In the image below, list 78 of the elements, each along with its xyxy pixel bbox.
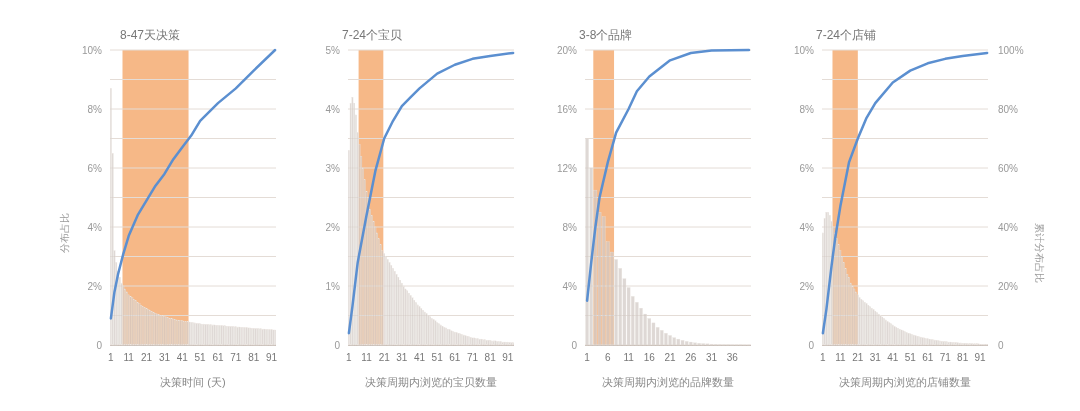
y-tick-label: 2% [87, 281, 103, 292]
x-axis-title: 决策周期内浏览的宝贝数量 [365, 376, 497, 388]
x-tick-label: 81 [484, 352, 497, 363]
y-tick-label: 12% [556, 163, 578, 174]
y-axis-title: 分布占比 [59, 212, 70, 253]
y2-tick-label: 40% [998, 222, 1019, 233]
y-tick-label: 0 [808, 340, 815, 351]
x-tick-label: 11 [835, 352, 846, 363]
x-tick-label: 1 [820, 352, 827, 363]
y-tick-label: 8% [562, 222, 578, 233]
x-tick-label: 31 [869, 352, 882, 363]
x-tick-label: 21 [141, 352, 153, 363]
y-tick-label: 4% [562, 281, 578, 292]
y-tick-label: 0 [571, 340, 578, 351]
x-tick-label: 71 [466, 352, 479, 363]
x-tick-label: 41 [413, 352, 426, 363]
x-axis-title: 决策时间 (天) [160, 376, 226, 388]
x-tick-label: 1 [108, 352, 115, 363]
y-tick-label: 4% [325, 104, 341, 115]
y-tick-label: 20% [556, 45, 578, 56]
y-tick-label: 4% [87, 222, 103, 233]
x-tick-label: 61 [449, 352, 461, 363]
x-tick-label: 1 [584, 352, 591, 363]
x-tick-label: 31 [706, 352, 718, 363]
y-tick-label: 2% [799, 281, 815, 292]
x-tick-label: 21 [378, 352, 391, 363]
chart-title: 7-24个店铺 [816, 28, 877, 42]
y2-tick-label: 100% [998, 45, 1024, 56]
y2-tick-label: 20% [998, 281, 1019, 292]
x-tick-label: 21 [664, 352, 677, 363]
y-tick-label: 8% [87, 104, 103, 115]
x-tick-label: 91 [502, 352, 514, 363]
x-tick-label: 71 [939, 352, 952, 363]
y-tick-label: 5% [325, 45, 341, 56]
y-tick-label: 3% [325, 163, 341, 174]
y-tick-label: 6% [799, 163, 815, 174]
x-tick-label: 1 [346, 352, 353, 363]
x-tick-label: 71 [230, 352, 242, 363]
chart-title: 8-47天决策 [120, 28, 181, 42]
x-tick-label: 31 [158, 352, 171, 363]
x-tick-label: 21 [852, 352, 864, 363]
y-tick-label: 1% [325, 281, 341, 292]
x-axis-title: 决策周期内浏览的品牌数量 [602, 376, 734, 388]
y2-tick-label: 80% [998, 104, 1019, 115]
x-tick-label: 41 [176, 352, 189, 363]
y-tick-label: 0 [334, 340, 341, 351]
x-tick-label: 81 [248, 352, 260, 363]
x-tick-label: 61 [212, 352, 224, 363]
x-tick-label: 6 [605, 352, 612, 363]
y-tick-label: 2% [325, 222, 341, 233]
x-tick-label: 81 [957, 352, 969, 363]
y-tick-label: 8% [799, 104, 815, 115]
y-tick-label: 0 [96, 340, 103, 351]
x-tick-label: 51 [904, 352, 917, 363]
x-tick-label: 61 [922, 352, 934, 363]
x-tick-label: 41 [887, 352, 899, 363]
x-tick-label: 91 [265, 352, 278, 363]
x-axis-title: 决策周期内浏览的店铺数量 [839, 376, 971, 388]
x-tick-label: 51 [194, 352, 207, 363]
x-tick-label: 51 [431, 352, 444, 363]
y-tick-label: 6% [87, 163, 103, 174]
x-tick-label: 31 [396, 352, 408, 363]
y-tick-label: 16% [556, 104, 578, 115]
x-tick-label: 11 [123, 352, 135, 363]
y2-tick-label: 0 [998, 340, 1004, 351]
x-tick-label: 36 [726, 352, 739, 363]
x-tick-label: 11 [361, 352, 373, 363]
chart-title: 3-8个品牌 [579, 28, 633, 42]
y2-tick-label: 60% [998, 163, 1019, 174]
y-tick-label: 10% [793, 45, 815, 56]
y2-axis-title: 累计分布占比 [1034, 222, 1045, 283]
y-tick-label: 4% [799, 222, 815, 233]
x-tick-label: 11 [623, 352, 635, 363]
x-tick-label: 26 [685, 352, 697, 363]
y-tick-label: 10% [81, 45, 103, 56]
x-tick-label: 16 [643, 352, 656, 363]
chart-title: 7-24个宝贝 [342, 28, 403, 42]
x-tick-label: 91 [974, 352, 987, 363]
